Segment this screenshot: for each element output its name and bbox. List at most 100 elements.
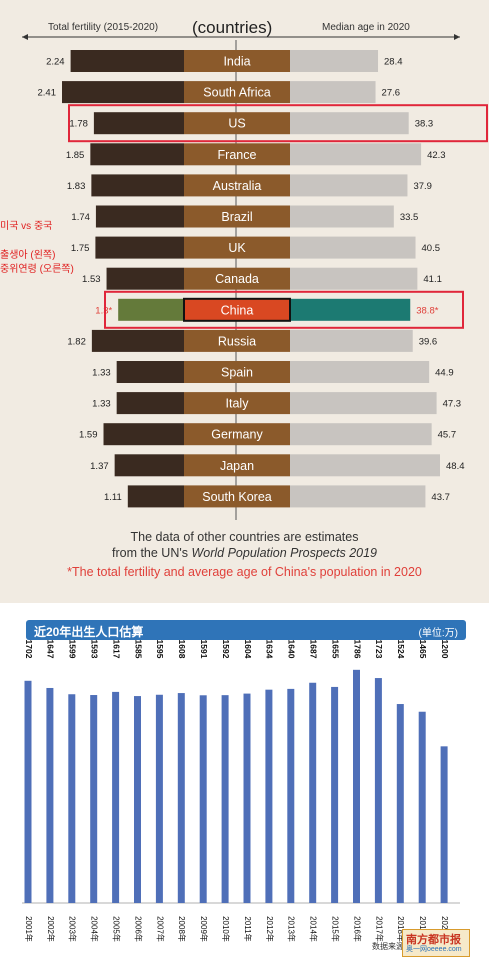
births-bar-group-18: 1524 2018年 (396, 640, 406, 942)
births-bar (331, 686, 339, 903)
median-age-bar (290, 267, 418, 290)
births-bar-group-20: 12002020年 (440, 640, 450, 942)
country-label: Japan (220, 459, 254, 473)
births-bar-group-8: 1608 2008年 (177, 640, 187, 942)
median-age-value-label: 38.8* (416, 305, 438, 316)
year-label: 2005年 (111, 916, 121, 942)
country-name-box (184, 423, 290, 446)
fertility-value-label: 1.74 (71, 212, 90, 223)
median-age-value-label: 38.3 (415, 119, 434, 130)
median-age-bar (290, 298, 411, 321)
fertility-bar (116, 361, 184, 383)
country-row-brazil: Brazil 1.74 33.5 (71, 205, 418, 228)
country-label: Italy (226, 397, 250, 411)
births-bar-group-6: 1585 2006年 (133, 640, 143, 942)
median-age-bar (290, 361, 430, 383)
births-bar-group-14: 1687 2014年 (308, 640, 318, 942)
median-age-bar (290, 50, 379, 72)
fertility-bar (91, 174, 184, 197)
country-label: Russia (218, 334, 256, 348)
births-bar (199, 695, 207, 903)
fertility-value-label: 1.78 (69, 119, 88, 130)
fertility-age-chart: Total fertility (2015-2020) (countries) … (0, 0, 489, 603)
median-age-bar (290, 454, 440, 477)
births-bar-group-17: 1723 2017年 (374, 640, 384, 942)
births-value-label: 1591 (199, 640, 209, 659)
births-bar-group-9: 1591 2009年 (199, 640, 209, 942)
country-name-box (184, 174, 290, 197)
fertility-bar (70, 50, 184, 72)
median-age-value-label: 27.6 (382, 88, 401, 99)
births-value-label: 1593 (89, 640, 99, 659)
births-value-label: 1599 (68, 640, 78, 659)
year-label: 2013年 (287, 916, 297, 942)
median-age-bar (290, 392, 437, 415)
median-age-value-label: 40.5 (422, 243, 441, 254)
births-bar-group-19: 14652019年 (418, 640, 428, 942)
fertility-value-label: 1.3* (95, 305, 112, 316)
births-bar (265, 689, 273, 903)
births-chart: 近20年出生人口估算 (单位:万) 1702 2001年 1647 2002年 1599… (0, 603, 489, 960)
year-label: 2003年 (68, 916, 78, 942)
median-age-value-label: 44.9 (435, 368, 454, 379)
births-title-bar: 近20年出生人口估算 (单位:万) (26, 620, 466, 640)
footer-china-note: *The total fertility and average age of … (67, 565, 422, 579)
country-name-box (184, 236, 290, 259)
country-row-australia: Australia 1.83 37.9 (67, 174, 432, 197)
births-bar-group-11: 1604 2011年 (243, 640, 253, 942)
fertility-bar (90, 143, 184, 166)
year-label: 2011年 (243, 916, 253, 941)
fertility-bar (95, 205, 184, 228)
median-age-bar (290, 485, 426, 508)
births-bar (243, 693, 251, 903)
country-row-japan: Japan 1.37 48.4 (90, 454, 465, 477)
logo-subtext: 奥一网oeeee.com (406, 946, 462, 953)
country-name-box (184, 81, 290, 104)
country-row-china: China 1.3* 38.8* (95, 297, 439, 322)
births-bar (177, 693, 185, 903)
newspaper-logo: 南方都市报 奥一网oeeee.com (402, 929, 470, 957)
year-label: 2001年 (24, 916, 34, 942)
country-label: UK (228, 241, 246, 255)
births-bar (309, 682, 317, 903)
header-arrow-right (454, 34, 460, 40)
us-highlight-box (68, 104, 488, 143)
median-age-bar (290, 329, 413, 352)
country-label: Canada (215, 272, 259, 286)
year-label: 2006年 (133, 916, 143, 942)
births-bar-group-7: 1595 2007年 (155, 640, 165, 942)
births-bar-group-10: 1592 2010年 (221, 640, 231, 942)
country-name-box (183, 297, 291, 322)
korean-note-us-vs-china: 미국 vs 중국 (0, 221, 53, 232)
footer-line-1: The data of other countries are estimate… (130, 530, 359, 544)
year-label: 2004年 (90, 916, 100, 942)
births-value-label: 1723 (374, 640, 384, 659)
births-value-label: 1702 (24, 640, 34, 659)
country-row-us: US 1.78 38.3 (69, 112, 434, 135)
births-value-label: 1655 (330, 640, 340, 659)
births-bar-group-5: 1617 2005年 (111, 640, 121, 942)
fertility-value-label: 2.41 (38, 88, 57, 99)
source-label: 数据来源 (372, 942, 404, 951)
births-value-label: 1640 (287, 640, 297, 659)
births-bar-group-4: 1593 2004年 (89, 640, 99, 942)
births-bar (418, 711, 426, 903)
births-value-label: 1617 (111, 640, 121, 659)
median-age-value-label: 42.3 (427, 150, 446, 161)
country-row-canada: Canada 1.53 41.1 (82, 267, 442, 290)
fertility-bar (116, 392, 184, 415)
footer-line-2-prefix: from the UN's (111, 546, 192, 560)
year-label: 2014年 (309, 916, 319, 942)
country-row-germany: Germany 1.59 45.7 (79, 423, 456, 446)
births-bar (46, 687, 54, 903)
median-age-bar (290, 205, 394, 228)
country-label: Spain (221, 366, 253, 380)
country-name-box (184, 454, 290, 477)
births-value-label: 1604 (243, 640, 253, 659)
header-arrow-left (22, 34, 28, 40)
births-value-label: 1585 (133, 640, 143, 659)
year-label: 2002年 (46, 916, 56, 942)
korean-note-births-left: 출생아 (왼쪽) (0, 250, 56, 261)
country-label: US (228, 117, 245, 131)
births-value-label: 1647 (46, 640, 56, 659)
